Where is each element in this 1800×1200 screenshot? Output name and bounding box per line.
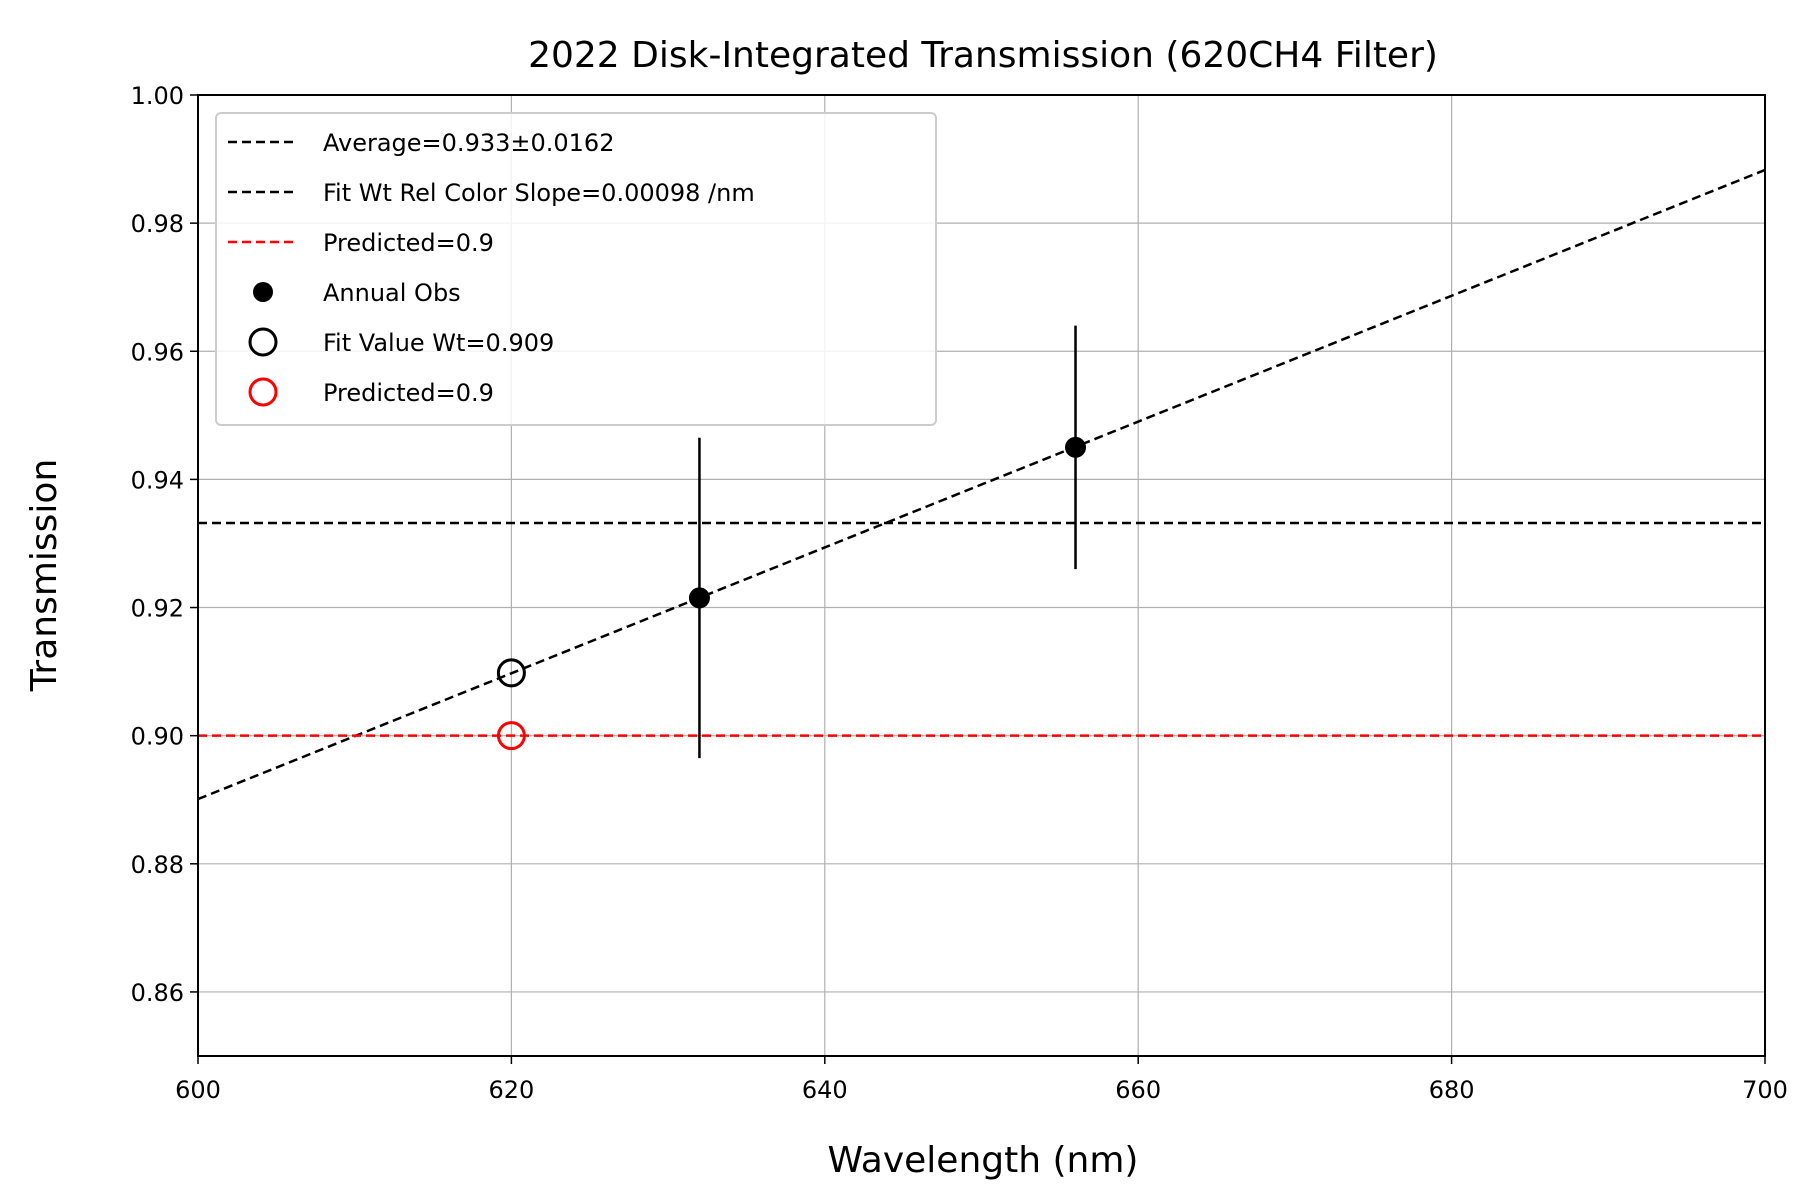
legend-box [215, 112, 937, 426]
fit-line [197, 168, 1766, 801]
legend: Average=0.933±0.0162 Fit Wt Rel Color Slo… [215, 112, 937, 426]
y-tick-label: 0.88 [131, 851, 184, 879]
reference-lines [197, 168, 1766, 801]
x-axis-title: Wavelength (nm) [828, 1140, 1139, 1181]
y-tick-label: 0.94 [131, 466, 184, 494]
x-tick-label: 640 [802, 1076, 848, 1104]
predicted-marker [496, 721, 526, 751]
y-axis: 0.86 0.88 0.90 0.92 0.94 0.96 0.98 1.00 [131, 82, 198, 1007]
y-tick-label: 0.86 [131, 979, 184, 1007]
legend-marker-swatch [248, 327, 278, 357]
x-tick-label: 660 [1115, 1076, 1161, 1104]
x-tick-label: 620 [488, 1076, 534, 1104]
legend-label: Annual Obs [323, 279, 461, 307]
fit-value-marker [496, 658, 526, 688]
y-tick-label: 0.98 [131, 210, 184, 238]
legend-label: Fit Value Wt=0.909 [323, 329, 554, 357]
y-tick-label: 1.00 [131, 82, 184, 110]
legend-marker-swatch [253, 282, 273, 302]
plot-frame [197, 94, 1766, 1057]
y-tick-label: 0.90 [131, 723, 184, 751]
y-axis-title: Transmission [24, 459, 65, 693]
x-axis: 600 620 640 660 680 700 [175, 1056, 1788, 1104]
x-tick-label: 680 [1429, 1076, 1475, 1104]
legend-marker-swatch [248, 377, 278, 407]
y-tick-label: 0.92 [131, 595, 184, 623]
data-point [688, 587, 710, 609]
legend-label: Predicted=0.9 [323, 379, 494, 407]
x-tick-label: 600 [175, 1076, 221, 1104]
data-points [496, 325, 1087, 759]
data-point [1065, 436, 1087, 458]
x-tick-label: 700 [1742, 1076, 1788, 1104]
chart-title: 2022 Disk-Integrated Transmission (620CH… [528, 35, 1438, 76]
y-tick-label: 0.96 [131, 338, 184, 366]
legend-label: Predicted=0.9 [323, 229, 494, 257]
legend-label: Average=0.933±0.0162 [323, 129, 614, 157]
legend-label: Fit Wt Rel Color Slope=0.00098 /nm [323, 179, 755, 207]
